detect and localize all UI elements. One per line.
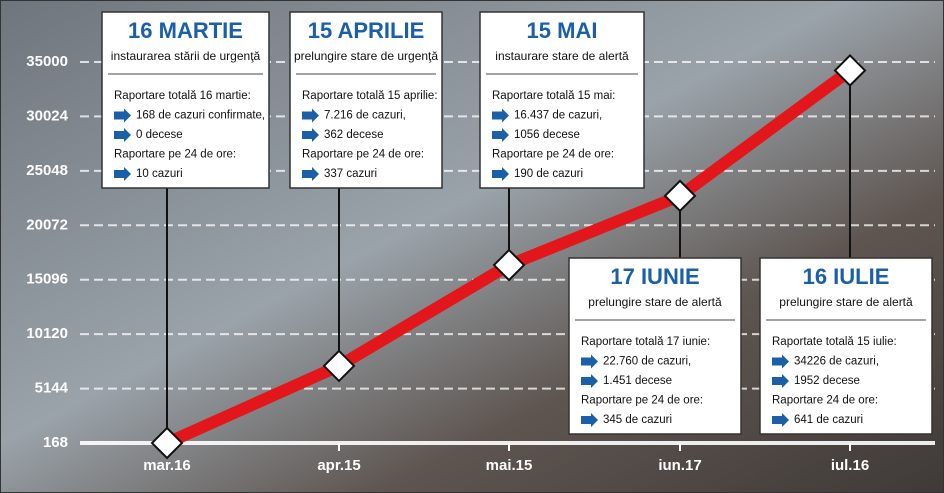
box-title: 16 MARTIE [128,18,243,43]
box-line: Raportare pe 24 de ore: [492,149,614,161]
annotation-box: 15 APRILIE prelungire stare de urgenţă Rap… [290,12,442,188]
y-tick-label: 5144 [35,380,69,397]
annotation-box: 16 IULIE prelungire stare de alertă Raport… [760,258,932,434]
box-title: 16 IULIE [803,264,890,289]
x-tick-label: mai.15 [486,457,533,474]
y-tick-label: 168 [43,434,68,451]
box-line: 16.437 de cazuri, [514,110,602,122]
box-title: 15 APRILIE [308,18,425,43]
box-line: 168 de cazuri confirmate, [136,110,265,122]
y-tick-label: 25048 [26,162,68,179]
box-line: 10 cazuri [136,168,183,180]
box-line: Raportare totală 17 iunie: [581,336,710,348]
box-line: Raportare 24 de ore: [772,395,878,407]
y-tick-label: 20072 [26,216,68,233]
box-subtitle: prelungire stare de alertă [588,295,722,309]
x-tick-label: apr.15 [317,457,360,474]
x-tick-label: mar.16 [143,457,191,474]
box-title: 15 MAI [527,18,598,43]
annotation-box: 17 IUNIE prelungire stare de alertă Raport… [569,258,741,434]
box-line: 0 decese [136,129,183,141]
box-line: 22.760 de cazuri, [603,356,691,368]
box-line: 641 de cazuri [794,414,863,426]
box-line: Raportare pe 24 de ore: [302,149,424,161]
x-tick-label: iun.17 [658,457,701,474]
box-line: 1.451 decese [603,375,672,387]
box-line: 345 de cazuri [603,414,672,426]
box-title: 17 IUNIE [610,264,699,289]
box-line: Raportate totală 15 iulie: [772,336,897,348]
box-line: 337 cazuri [324,168,377,180]
box-subtitle: instaurarea stării de urgenţă [111,49,261,63]
chart: 168 5144 10120 15096 20072 25048 30024 35000 mar… [0,0,944,493]
y-tick-label: 15096 [26,271,68,288]
box-line: Raportare pe 24 de ore: [114,149,236,161]
annotation-box: 16 MARTIE instaurarea stării de urgenţă Ra… [102,12,269,188]
box-line: Raportare totală 16 martie: [114,90,251,102]
x-tick-label: iul.16 [831,457,869,474]
annotation-box: 15 MAI instaurare stare de alertă Raportar… [480,12,644,188]
box-line: 1056 decese [514,129,580,141]
box-line: 34226 de cazuri, [794,356,879,368]
y-tick-label: 10120 [26,325,68,342]
box-line: Raportare totală 15 aprilie: [302,90,438,102]
box-line: 1952 decese [794,375,860,387]
box-line: Raportare pe 24 de ore: [581,395,703,407]
box-subtitle: prelungire stare de alertă [779,295,913,309]
box-subtitle: instaurare stare de alertă [495,49,629,63]
box-line: 362 decese [324,129,383,141]
box-line: 7.216 de cazuri, [324,110,406,122]
y-tick-label: 35000 [26,53,68,70]
y-tick-label: 30024 [26,107,68,124]
box-subtitle: prelungire stare de urgenţă [294,49,438,63]
box-line: 190 de cazuri [514,168,583,180]
box-line: Raportare totală 15 mai: [492,90,615,102]
page: 168 5144 10120 15096 20072 25048 30024 35000 mar… [0,0,944,493]
